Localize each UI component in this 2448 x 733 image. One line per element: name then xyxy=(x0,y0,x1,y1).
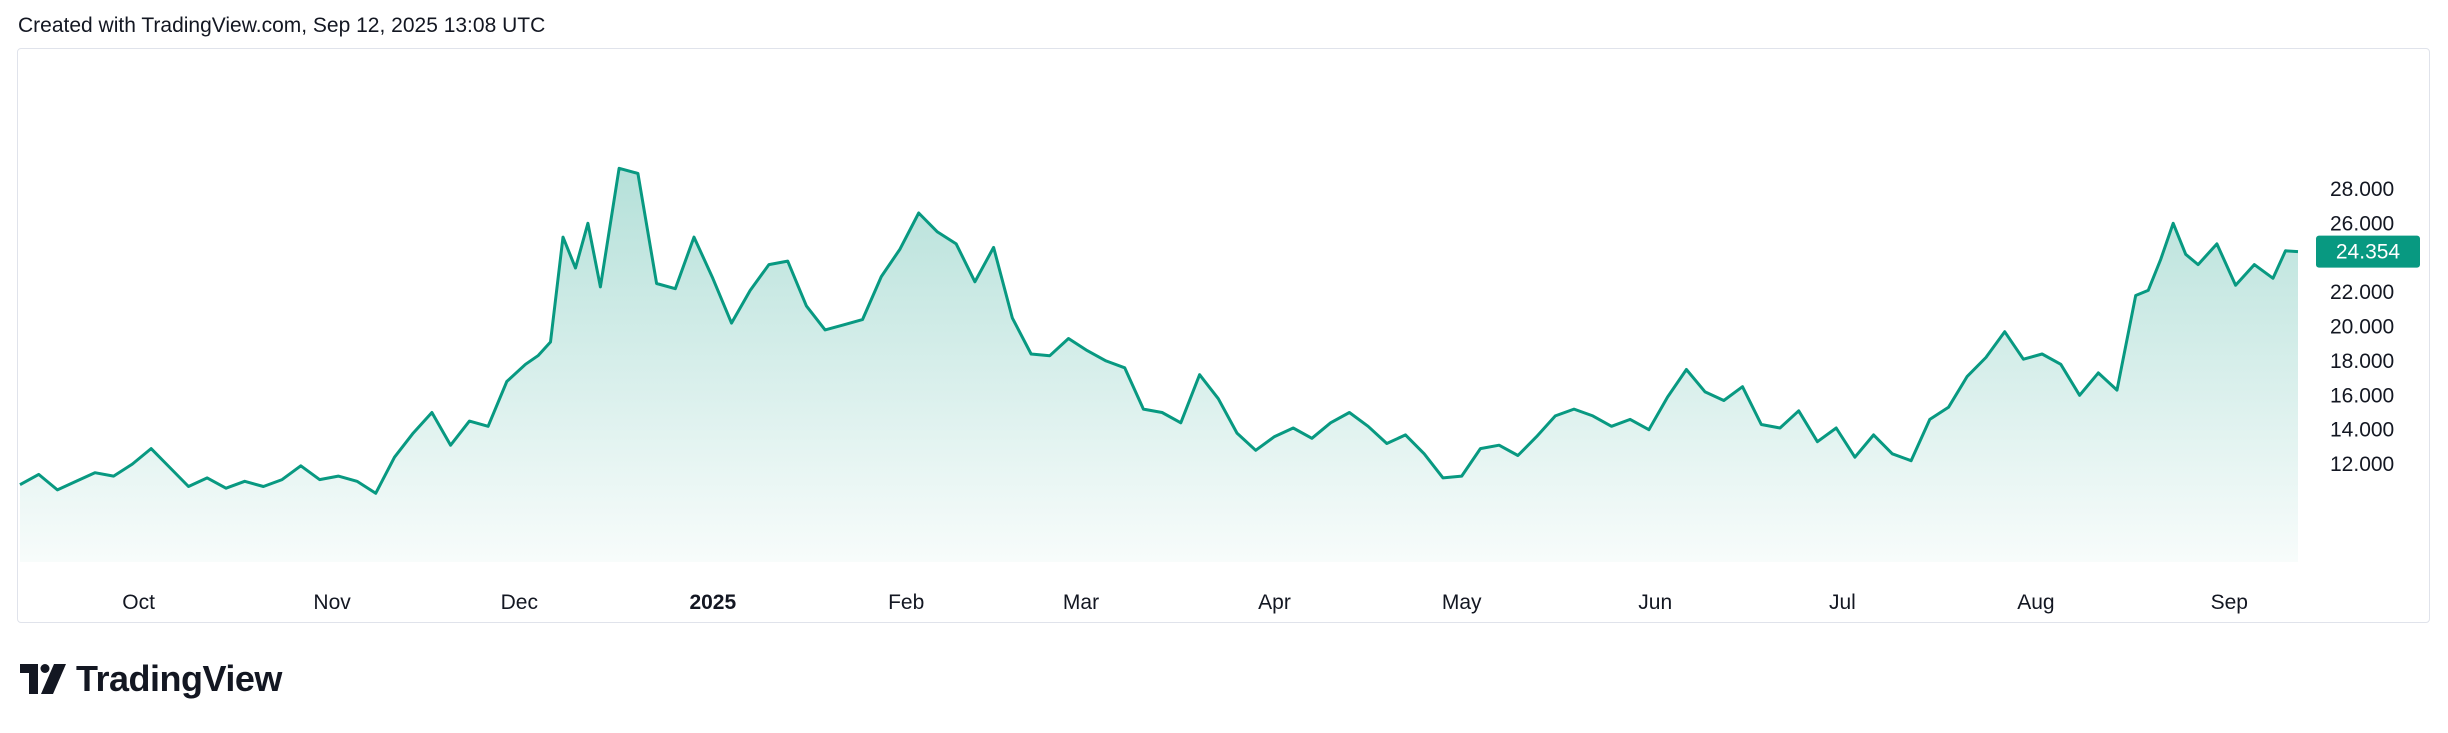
x-tick-label: Feb xyxy=(888,591,924,614)
y-tick-label: 20.000 xyxy=(2330,316,2394,339)
last-price-label: 24.354 xyxy=(2336,241,2401,264)
y-tick-label: 16.000 xyxy=(2330,384,2394,407)
area-layer xyxy=(19,166,2299,563)
y-tick-label: 18.000 xyxy=(2330,350,2394,373)
price-line xyxy=(19,166,2299,495)
y-axis: 28.00026.00024.00022.00020.00018.00016.0… xyxy=(2330,178,2394,476)
x-tick-label: Oct xyxy=(122,591,155,614)
x-tick-label: Apr xyxy=(1258,591,1291,614)
y-tick-label: 26.000 xyxy=(2330,212,2394,235)
x-tick-label: Sep xyxy=(2211,591,2248,614)
chart-frame xyxy=(17,48,2430,623)
y-tick-label: 28.000 xyxy=(2330,178,2394,201)
x-tick-label: Jun xyxy=(1638,591,1672,614)
created-with-caption: Created with TradingView.com, Sep 12, 20… xyxy=(18,14,546,37)
x-tick-label: Mar xyxy=(1063,591,1099,614)
last-price-label-group: 24.354 xyxy=(2316,235,2420,268)
x-tick-label: 2025 xyxy=(689,591,736,614)
x-axis: Oct Nov Dec 2025 Feb Mar Apr May Jun Jul Aug Sep xyxy=(122,591,2248,614)
tradingview-logo: TradingView xyxy=(20,658,282,700)
y-tick-label: 12.000 xyxy=(2330,453,2394,476)
y-tick-label: 14.000 xyxy=(2330,419,2394,442)
x-tick-label: Aug xyxy=(2017,591,2054,614)
x-tick-label: Jul xyxy=(1829,591,1856,614)
last-price-badge xyxy=(2316,235,2420,268)
tradingview-logo-icon xyxy=(20,664,66,694)
area-fill xyxy=(20,168,2298,563)
y-tick-label: 22.000 xyxy=(2330,281,2394,304)
x-tick-label: May xyxy=(1442,591,1482,614)
x-tick-label: Nov xyxy=(313,591,351,614)
tradingview-wordmark: TradingView xyxy=(76,658,282,699)
x-tick-label: Dec xyxy=(501,591,538,614)
